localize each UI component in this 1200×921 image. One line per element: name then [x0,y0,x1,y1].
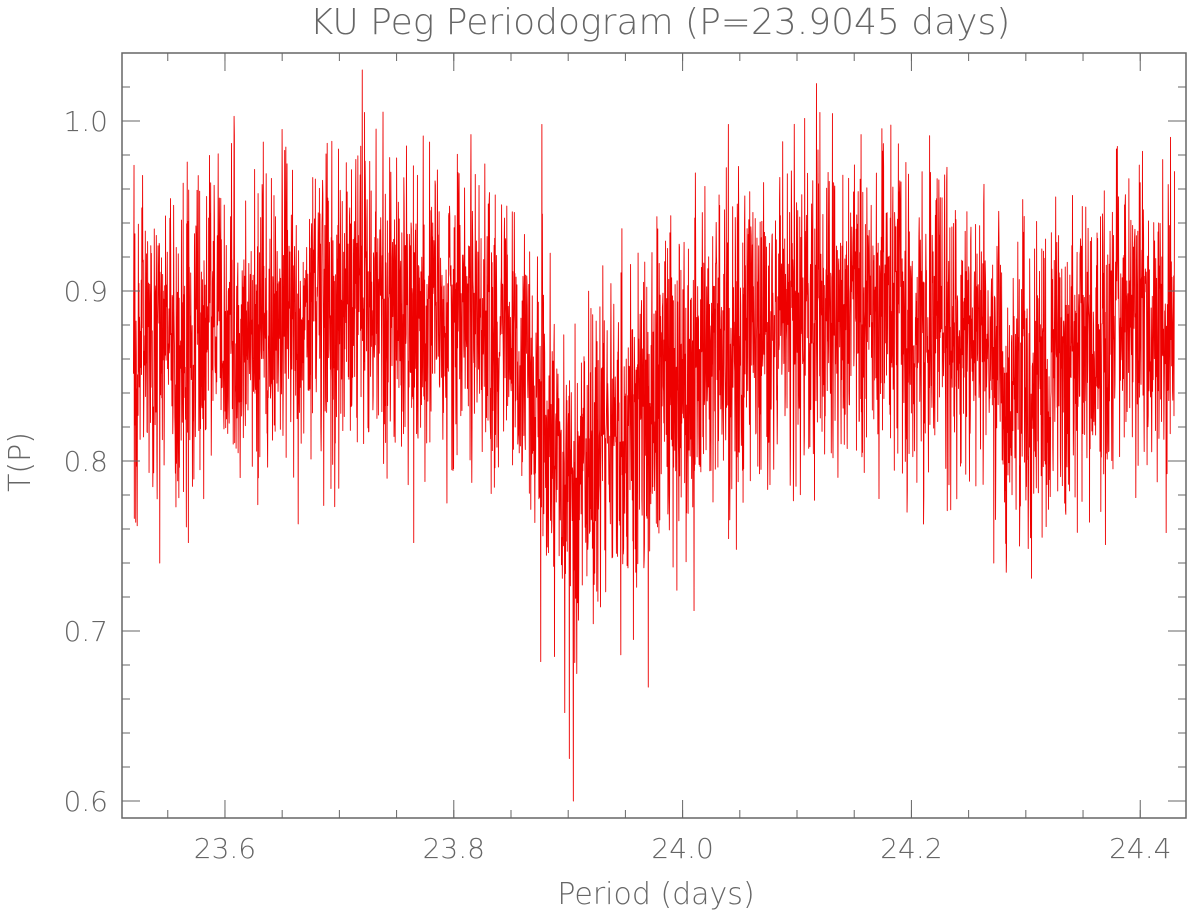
y-tick-label: 0.9 [63,275,108,308]
x-tick-label: 24.4 [1109,832,1171,865]
plot-frame [121,52,1187,819]
series-line-t-p- [132,69,1176,802]
x-tick-label: 23.6 [194,832,256,865]
y-tick-label: 0.7 [63,615,108,648]
chart-title: KU Peg Periodogram (P=23.9045 days) [310,2,1011,43]
x-tick-label: 24.2 [880,832,942,865]
x-tick-label: 23.8 [423,832,485,865]
y-tick-label: 1.0 [63,105,108,138]
x-tick-label: 24.0 [651,832,713,865]
y-tick-label: 0.6 [63,785,108,818]
y-tick-label: 0.8 [63,445,108,478]
axes-layer: 23.6 23.8 24.0 24.2 24.4 0.6 0.7 0.8 0.9 1.0 [63,52,1187,865]
x-axis-label: Period (days) [557,877,754,912]
y-axis-label: T(P) [3,432,38,492]
series-layer [132,69,1176,802]
